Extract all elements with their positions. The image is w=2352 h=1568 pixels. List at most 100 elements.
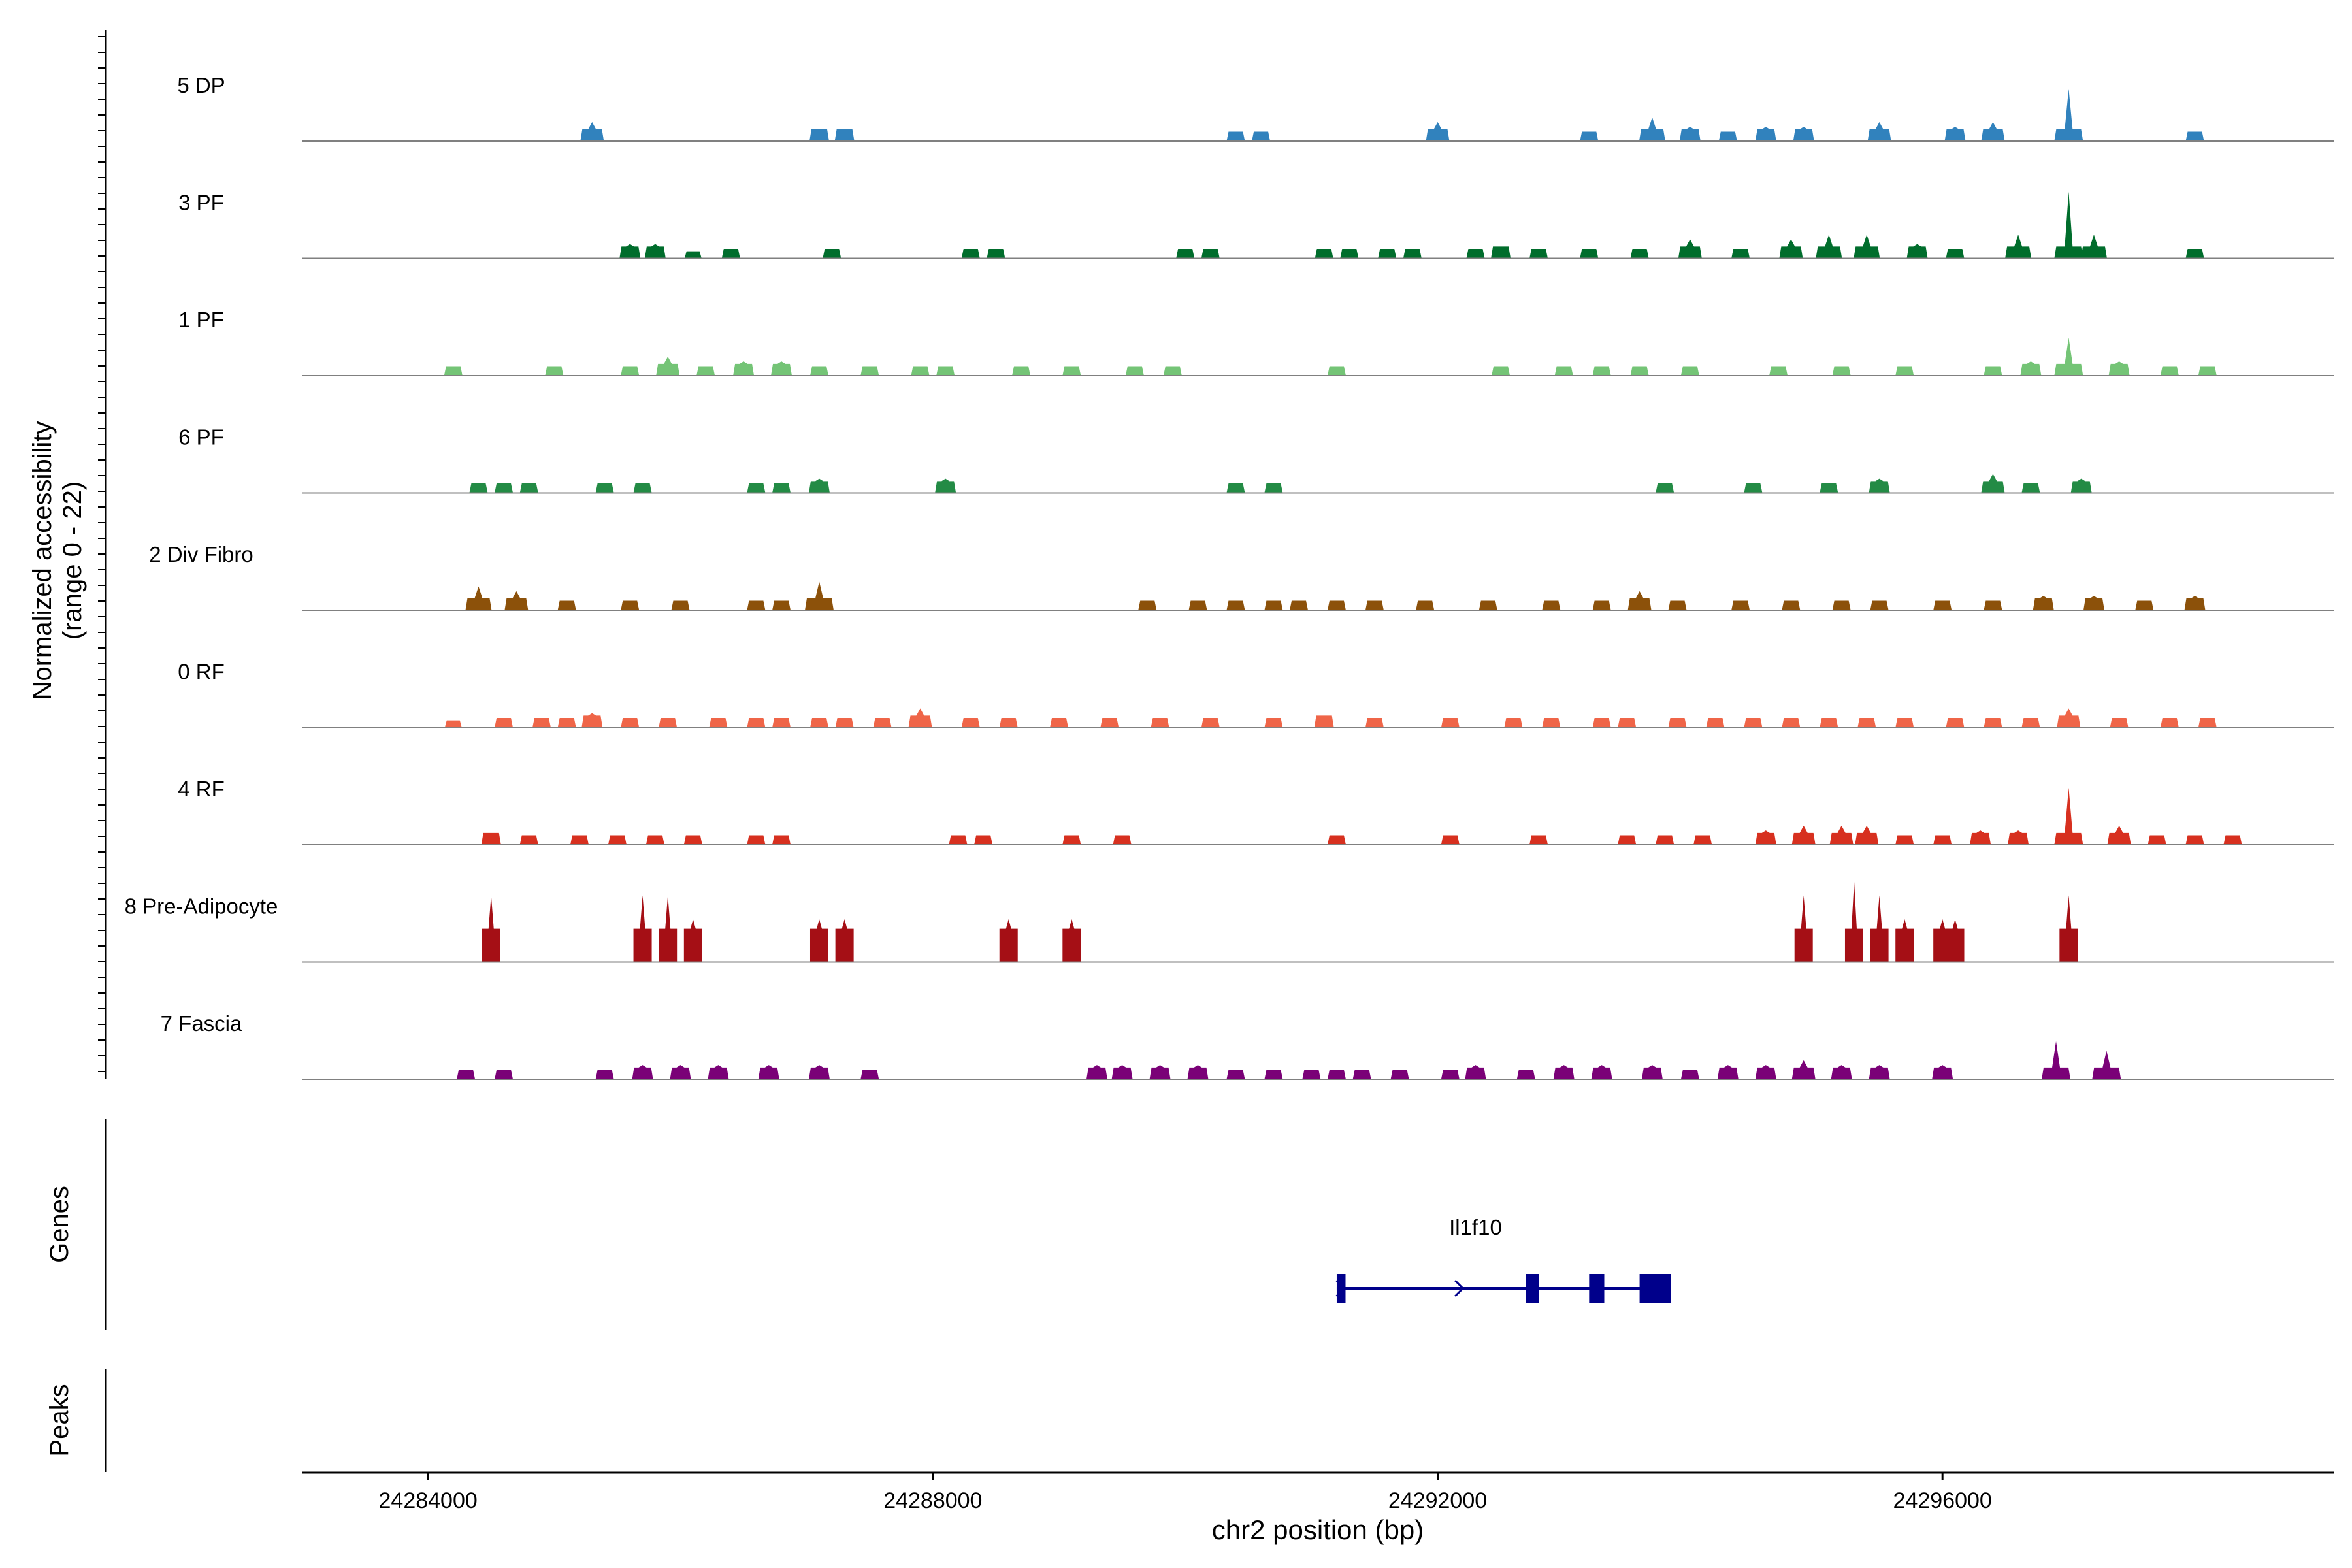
coverage-tracks: 5 DP 3 PF 1 PF 6 PF 2 Div Fibro 0 RF 4 RF 8 Pre… xyxy=(125,73,2334,1080)
coverage-peak xyxy=(2021,483,2040,493)
coverage-peak xyxy=(1226,131,1245,141)
coverage-peak xyxy=(1529,248,1548,259)
track-label: 2 Div Fibro xyxy=(149,542,253,566)
coverage-peak xyxy=(659,717,678,728)
coverage-peak xyxy=(595,483,614,493)
coverage-peak xyxy=(1630,366,1649,376)
coverage-peak xyxy=(1744,483,1763,493)
coverage-peak xyxy=(1201,248,1220,259)
track-label: 6 PF xyxy=(178,425,224,449)
coverage-peak xyxy=(1844,881,1863,962)
coverage-peak xyxy=(1782,600,1801,610)
coverage-peak xyxy=(683,919,702,962)
coverage-peak xyxy=(1933,835,1952,845)
coverage-peak xyxy=(1290,600,1309,610)
coverage-peak xyxy=(873,717,892,728)
coverage-peak xyxy=(2223,835,2242,845)
coverage-peak xyxy=(1352,1070,1371,1079)
coverage-peak xyxy=(733,361,755,376)
coverage-peak xyxy=(1895,919,1914,962)
coverage-peak xyxy=(758,1065,779,1079)
track-0-rf: 0 RF xyxy=(178,660,2334,728)
coverage-peak xyxy=(595,1070,614,1079)
y-axis-label-line2: (range 0 - 22) xyxy=(58,482,87,640)
coverage-peak xyxy=(1327,600,1346,610)
coverage-peak xyxy=(1441,1070,1460,1079)
coverage-peak xyxy=(608,835,627,845)
coverage-peak xyxy=(1944,127,1966,141)
coverage-peak xyxy=(545,366,564,376)
gene-exon xyxy=(1589,1274,1605,1303)
coverage-peak xyxy=(1656,483,1674,493)
coverage-peak xyxy=(2135,600,2154,610)
coverage-peak xyxy=(444,366,463,376)
coverage-peak xyxy=(1365,717,1384,728)
coverage-peak xyxy=(936,366,955,376)
coverage-peak xyxy=(1668,717,1687,728)
coverage-peak xyxy=(2092,1051,2121,1079)
coverage-peak xyxy=(1782,717,1801,728)
coverage-peak xyxy=(860,366,879,376)
coverage-peak xyxy=(482,895,500,962)
peaks-label: Peaks xyxy=(45,1384,74,1456)
coverage-peak xyxy=(457,1070,476,1079)
gene-track xyxy=(1335,1274,1671,1303)
coverage-peak xyxy=(1794,895,1813,962)
coverage-peak xyxy=(1592,600,1611,610)
coverage-peak xyxy=(2021,717,2040,728)
coverage-peak xyxy=(809,129,829,141)
coverage-peak xyxy=(834,129,855,141)
coverage-peak xyxy=(987,248,1005,259)
coverage-peak xyxy=(1340,248,1359,259)
coverage-peak xyxy=(1706,717,1725,728)
coverage-peak xyxy=(1327,366,1346,376)
coverage-peak xyxy=(1465,1065,1486,1079)
coverage-peak xyxy=(1816,235,1842,259)
coverage-peak xyxy=(771,361,792,376)
coverage-peak xyxy=(1627,591,1652,610)
coverage-peak xyxy=(2080,235,2107,259)
coverage-peak xyxy=(495,1070,514,1079)
track-label: 0 RF xyxy=(178,660,225,684)
coverage-peak xyxy=(1062,919,1081,962)
strand-arrow xyxy=(1335,1279,1346,1298)
coverage-peak xyxy=(1252,131,1271,141)
coverage-peak xyxy=(1086,1065,1107,1079)
coverage-peak xyxy=(708,1065,729,1079)
coverage-peak xyxy=(2185,248,2204,259)
coverage-peak xyxy=(1679,127,1701,141)
coverage-peak xyxy=(1731,600,1750,610)
coverage-peak xyxy=(1125,366,1144,376)
coverage-peak xyxy=(974,835,993,845)
coverage-peak xyxy=(2110,717,2129,728)
x-tick-label: 24292000 xyxy=(1388,1488,1487,1513)
coverage-peak xyxy=(696,366,715,376)
coverage-peak xyxy=(823,248,841,259)
coverage-peak xyxy=(1869,478,1890,493)
coverage-peak xyxy=(2033,596,2054,610)
coverage-peak xyxy=(1226,483,1245,493)
coverage-peak xyxy=(1390,1070,1409,1079)
coverage-peak xyxy=(1314,715,1334,728)
gene-exon xyxy=(1639,1274,1671,1303)
coverage-peak xyxy=(961,248,980,259)
coverage-peak xyxy=(1857,717,1876,728)
coverage-peak xyxy=(1680,366,1699,376)
coverage-peak xyxy=(557,717,576,728)
coverage-peak xyxy=(1731,248,1750,259)
coverage-peak xyxy=(2008,830,2029,845)
coverage-peak xyxy=(2083,596,2104,610)
coverage-peak xyxy=(1201,717,1220,728)
coverage-peak xyxy=(580,122,604,141)
coverage-peak xyxy=(2020,361,2042,376)
track-2-div-fibro: 2 Div Fibro xyxy=(149,542,2334,611)
coverage-peak xyxy=(1680,1070,1699,1079)
coverage-peak xyxy=(1491,246,1511,259)
coverage-peak xyxy=(469,483,488,493)
x-axis-label: chr2 position (bp) xyxy=(1212,1514,1424,1545)
coverage-peak xyxy=(1946,248,1965,259)
coverage-peak xyxy=(1149,1065,1171,1079)
coverage-peak xyxy=(1264,483,1283,493)
coverage-peak xyxy=(2107,825,2131,845)
